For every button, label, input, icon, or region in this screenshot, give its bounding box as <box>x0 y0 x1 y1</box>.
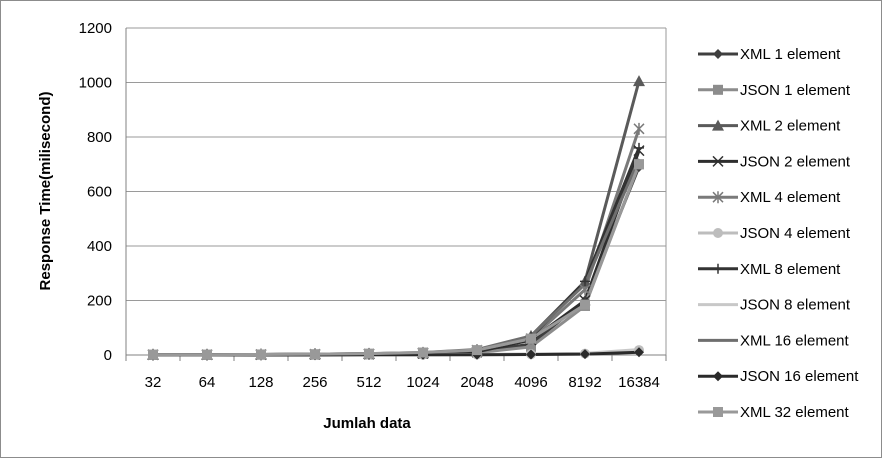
x-tick-label: 64 <box>199 374 216 391</box>
x-tick-labels: 32 64 128 256 512 1024 2048 4096 8192 16384 <box>145 374 660 391</box>
y-tick-label: 600 <box>87 184 112 201</box>
legend-marker <box>713 371 723 382</box>
y-tick-label: 400 <box>87 238 112 255</box>
data-point <box>634 347 644 358</box>
x-tick-label: 8192 <box>568 374 601 391</box>
data-point <box>580 276 590 287</box>
y-axis-title: Response Time(milisecond) <box>37 92 54 291</box>
legend-label: XML 4 element <box>740 189 841 206</box>
y-tick-label: 1200 <box>79 20 112 37</box>
legend-entry: JSON 8 element <box>698 297 851 314</box>
x-tick-label: 256 <box>302 374 327 391</box>
series-line <box>153 147 641 357</box>
legend-entry: XML 8 element <box>698 261 841 278</box>
data-point <box>148 349 158 360</box>
x-tick-label: 32 <box>145 374 162 391</box>
data-point <box>634 159 644 170</box>
x-tick-label: 1024 <box>406 374 439 391</box>
legend-marker <box>713 49 723 59</box>
legend-entry: XML 16 element <box>698 332 850 349</box>
series-line <box>153 150 641 357</box>
legend-label: JSON 1 element <box>740 82 851 99</box>
data-point <box>256 349 266 360</box>
legend-label: XML 8 element <box>740 261 841 278</box>
legend-label: XML 16 element <box>740 332 850 349</box>
data-point <box>633 75 645 87</box>
x-tick-label: 16384 <box>618 374 660 391</box>
y-tick-labels: 0 200 400 600 800 1000 1200 <box>79 20 112 364</box>
x-tick-label: 4096 <box>514 374 547 391</box>
legend-entry: XML 4 element <box>698 189 841 206</box>
legend-entry: JSON 1 element <box>698 82 851 99</box>
series-line <box>153 166 641 357</box>
x-axis-title: Jumlah data <box>323 415 411 432</box>
data-point <box>310 349 320 360</box>
legend-entry: XML 1 element <box>698 46 841 63</box>
y-tick-label: 200 <box>87 293 112 310</box>
legend-label: JSON 4 element <box>740 225 851 242</box>
series-line <box>153 163 641 357</box>
data-point <box>202 349 212 360</box>
y-tick-label: 0 <box>104 347 112 364</box>
legend-entry: XML 2 element <box>698 118 841 135</box>
x-tick-label: 128 <box>248 374 273 391</box>
legend-marker <box>713 263 723 274</box>
legend-label: XML 2 element <box>740 118 841 135</box>
series-line <box>153 158 641 357</box>
legend-entry: JSON 2 element <box>698 153 851 170</box>
legend-label: JSON 2 element <box>740 153 851 170</box>
y-tick-label: 1000 <box>79 75 112 92</box>
gridlines <box>126 27 666 301</box>
legend-marker <box>712 155 724 167</box>
data-point <box>526 341 536 352</box>
legend-marker <box>712 119 724 131</box>
legend-marker <box>713 228 723 238</box>
data-point <box>634 142 644 153</box>
data-point <box>580 349 590 360</box>
legend: XML 1 element JSON 1 element XML 2 element… <box>698 46 859 421</box>
legend-entry: JSON 4 element <box>698 225 851 242</box>
series-markers <box>147 75 645 361</box>
legend-label: JSON 16 element <box>740 368 859 385</box>
data-point <box>364 348 374 359</box>
data-point <box>418 347 428 358</box>
y-tick-label: 800 <box>87 129 112 146</box>
data-point <box>472 345 482 356</box>
series-line <box>153 163 641 357</box>
data-point <box>526 333 536 344</box>
legend-label: XML 32 element <box>740 404 850 421</box>
series-lines <box>153 80 641 357</box>
legend-marker <box>713 84 723 95</box>
legend-marker <box>713 407 723 417</box>
data-point <box>633 122 645 135</box>
legend-label: XML 1 element <box>740 46 841 63</box>
legend-entry: XML 32 element <box>698 404 850 421</box>
axes <box>125 28 667 361</box>
legend-marker <box>712 191 724 204</box>
x-tick-label: 2048 <box>460 374 493 391</box>
data-point <box>580 299 590 310</box>
data-point <box>526 349 536 360</box>
legend-label: JSON 8 element <box>740 297 851 314</box>
x-tick-label: 512 <box>356 374 381 391</box>
legend-entry: JSON 16 element <box>698 368 859 385</box>
